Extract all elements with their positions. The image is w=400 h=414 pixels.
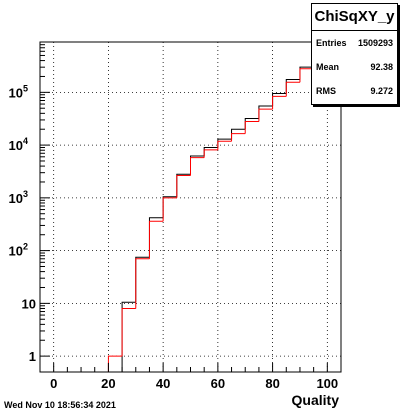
histogram-bin: [272, 93, 287, 107]
series-histogram: [121, 64, 341, 372]
histogram-bin: [203, 147, 218, 157]
histogram-bin: [162, 196, 177, 218]
histogram-bin: [135, 256, 150, 303]
plot-frame: [39, 41, 342, 373]
histogram-bin: [121, 307, 136, 357]
histogram-bin: [162, 197, 177, 222]
x-tick-label: 80: [265, 376, 279, 391]
stats-value: 1509293: [357, 38, 393, 48]
histogram-bin: [190, 155, 205, 175]
stats-value: 9.272: [370, 86, 393, 96]
x-tick-label: 0: [50, 376, 57, 391]
histogram-bin: [176, 173, 191, 197]
y-tick-label: 104: [9, 136, 28, 153]
histogram-bin: [148, 220, 164, 259]
y-tick-label: 105: [9, 83, 28, 100]
timestamp: Wed Nov 10 18:56:34 2021: [4, 400, 116, 410]
axis-ticks: 0 20 40 60 80 100 1 10 102 103 104 105: [9, 41, 342, 391]
stats-label: Mean: [316, 62, 340, 72]
histogram-bin: [203, 149, 218, 158]
histogram-bin: [121, 301, 136, 372]
series-histogram: [107, 63, 341, 372]
stats-row-entries: Entries 1509293: [312, 31, 397, 55]
histogram-bin: [107, 355, 123, 372]
histogram-bin: [176, 175, 191, 198]
grid-lines: [40, 42, 341, 372]
y-tick-label: 1: [29, 349, 36, 364]
histogram-bin: [285, 81, 300, 97]
stats-label: Entries: [316, 38, 347, 48]
histogram-bin: [231, 128, 246, 140]
histogram-bin: [244, 121, 259, 134]
histogram-bin: [285, 79, 300, 94]
x-tick-label: 60: [211, 376, 225, 391]
y-tick-label: 103: [9, 189, 28, 206]
histogram-series: [40, 63, 341, 373]
y-tick-label: 10: [22, 296, 36, 311]
histogram-bin: [258, 108, 273, 122]
stats-label: RMS: [316, 86, 336, 96]
histogram-bin: [217, 138, 232, 148]
x-axis-label: Quality: [292, 392, 340, 408]
histogram-bin: [217, 140, 232, 150]
histogram-bin: [258, 105, 273, 119]
x-tick-label: 20: [101, 376, 115, 391]
x-tick-label: 40: [156, 376, 170, 391]
histogram-bin: [244, 117, 259, 130]
histogram-bin: [272, 95, 287, 110]
stats-value: 92.38: [370, 62, 393, 72]
histogram-bin: [190, 157, 205, 176]
histogram-bin: [299, 68, 314, 83]
histogram-bin: [135, 258, 150, 309]
stats-row-rms: RMS 9.272: [312, 79, 397, 103]
stats-box: ChiSqXY_y Entries 1509293 Mean 92.38 RMS…: [311, 3, 398, 105]
stats-row-mean: Mean 92.38: [312, 55, 397, 79]
x-tick-label: 100: [316, 376, 338, 391]
histogram-bin: [231, 133, 246, 142]
y-tick-label: 102: [9, 242, 28, 259]
histogram-bin: [148, 217, 164, 258]
stats-title: ChiSqXY_y: [312, 4, 397, 31]
